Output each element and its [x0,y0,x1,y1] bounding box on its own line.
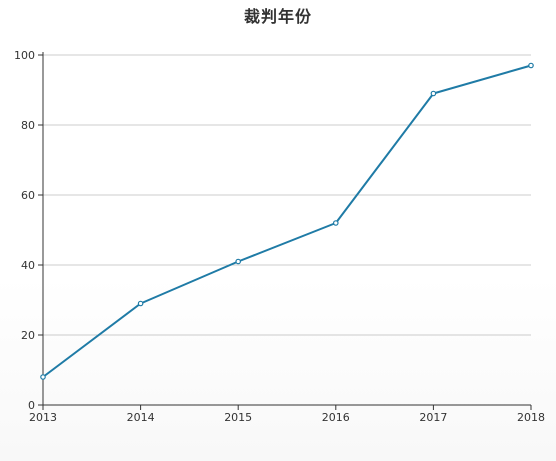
data-point [40,374,46,380]
axes [38,52,532,410]
data-point [332,220,339,226]
y-tick-label: 60 [21,189,35,202]
y-tick-label: 100 [14,49,35,62]
x-tick-label: 2014 [127,411,155,424]
y-tick-label: 40 [21,259,35,272]
data-point [528,62,534,69]
tick-labels: 0 20 40 60 80 100 2013 2014 2015 2016 2017 2018 [14,49,545,424]
data-point [235,258,242,265]
y-tick-label: 0 [28,399,35,412]
x-tick-label: 2013 [29,411,57,424]
chart-title: 裁判年份 [243,7,312,26]
x-tick-label: 2015 [224,411,252,424]
y-tick-label: 80 [21,119,35,132]
x-tick-label: 2018 [517,411,545,424]
x-tick-label: 2017 [419,411,447,424]
x-tick-label: 2016 [322,411,350,424]
gridlines [43,54,531,336]
y-tick-label: 20 [21,329,35,342]
data-point [137,300,144,307]
series-line [42,64,532,378]
data-point [430,90,437,97]
series [40,62,534,380]
